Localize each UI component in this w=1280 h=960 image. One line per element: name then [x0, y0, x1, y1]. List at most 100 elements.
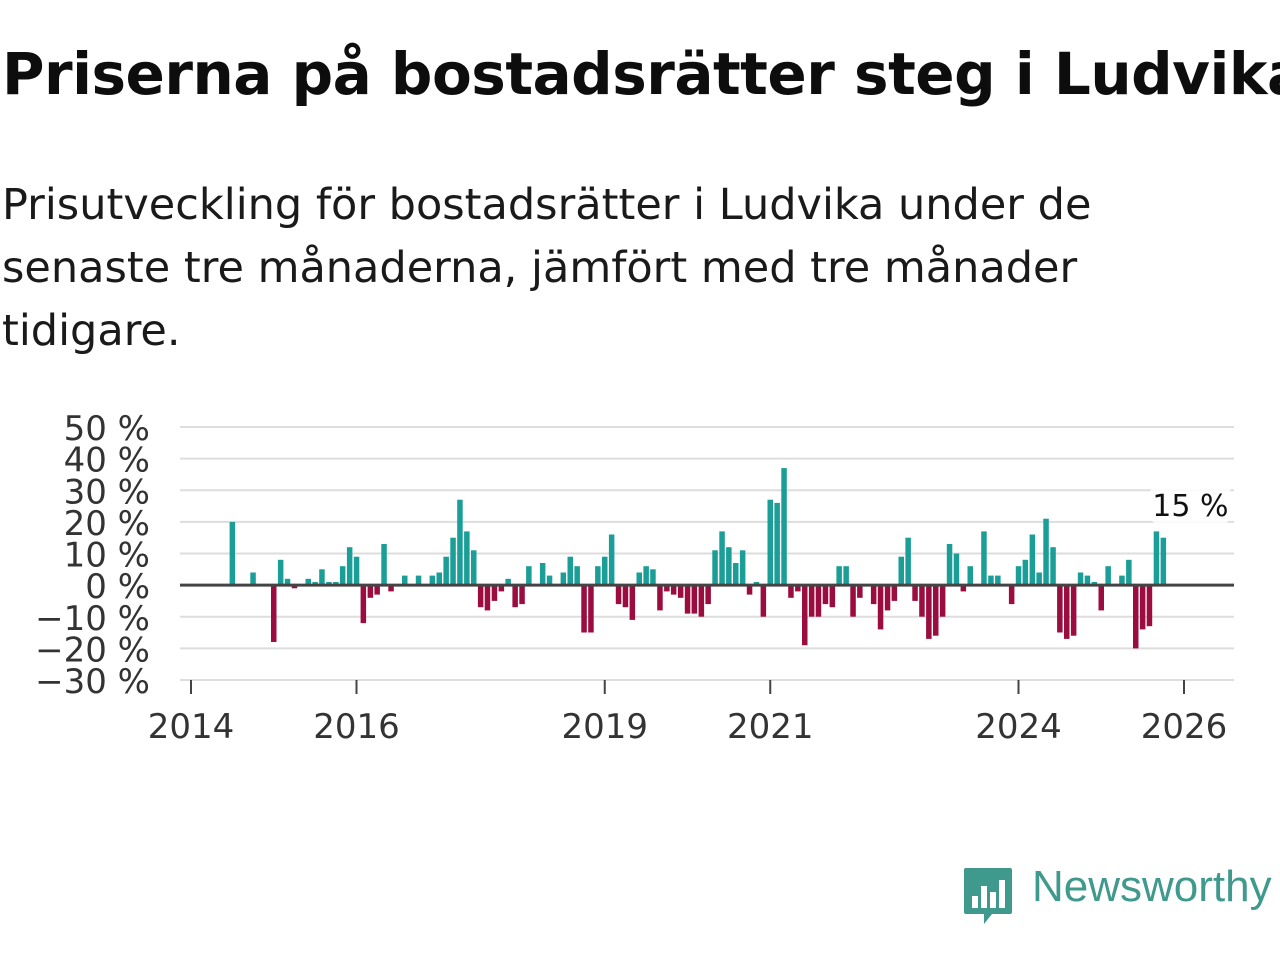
bar	[250, 572, 256, 586]
x-tick-label: 2026	[1141, 707, 1228, 747]
bar	[595, 566, 601, 586]
bar	[898, 556, 904, 586]
bar	[870, 585, 877, 605]
bar	[457, 499, 463, 586]
bar	[891, 585, 898, 601]
bar	[1105, 566, 1111, 586]
bar	[346, 547, 353, 586]
bar	[491, 585, 498, 601]
bar	[733, 563, 739, 586]
bar	[753, 582, 760, 586]
bar	[705, 585, 711, 605]
bar	[850, 585, 856, 617]
bar	[622, 585, 629, 608]
bar	[1084, 575, 1091, 586]
bar	[1119, 575, 1125, 586]
bar	[670, 585, 677, 595]
bar	[691, 585, 698, 614]
bar	[939, 585, 946, 617]
bar	[1064, 585, 1070, 639]
bar	[567, 556, 573, 586]
y-tick-label: 10 %	[64, 536, 150, 576]
bar	[519, 585, 525, 605]
bar	[1057, 585, 1063, 633]
bar	[926, 585, 932, 639]
bar	[1126, 559, 1132, 586]
bar	[719, 531, 725, 586]
bar	[436, 572, 442, 586]
bar	[967, 566, 973, 586]
bar	[933, 585, 939, 636]
annotation-background	[1150, 484, 1231, 524]
bar	[739, 550, 746, 586]
x-tick-label: 2024	[975, 707, 1062, 747]
x-tick-label: 2014	[148, 707, 235, 747]
bar	[312, 582, 318, 586]
bar	[546, 575, 553, 586]
bar	[643, 566, 649, 586]
x-tick-label: 2016	[313, 707, 400, 747]
bar	[539, 563, 546, 586]
bar	[960, 585, 967, 592]
bar	[443, 556, 449, 586]
bar	[843, 566, 849, 586]
bar	[229, 521, 236, 586]
bar	[374, 585, 380, 595]
bar	[471, 550, 477, 586]
bar	[484, 585, 491, 611]
bar	[698, 585, 705, 617]
bar	[857, 585, 863, 598]
bar	[415, 575, 422, 586]
x-axis: 2014 2016 2019 2021 2024 2026	[148, 680, 1228, 747]
bar	[1098, 585, 1104, 611]
bar	[760, 585, 767, 617]
bar	[1091, 582, 1098, 586]
bar	[326, 582, 332, 586]
bar	[615, 585, 622, 605]
brand-name: Newsworthy	[1032, 862, 1272, 911]
bar	[574, 566, 580, 586]
y-tick-label: 0 %	[85, 567, 150, 607]
bar	[450, 537, 456, 586]
bar	[774, 502, 780, 586]
bar	[636, 572, 642, 586]
bar	[712, 550, 718, 586]
bar	[271, 585, 277, 642]
y-tick-label: 20 %	[64, 504, 150, 544]
bar	[1153, 531, 1160, 586]
bar	[677, 585, 684, 598]
price-change-chart: 50 %40 %30 %20 %10 %0 %−10 %−20 %−30 % 2…	[35, 409, 1234, 747]
bar	[602, 556, 608, 586]
bar	[381, 544, 387, 586]
bar	[1139, 585, 1146, 630]
annotation-label: 15 %	[1152, 489, 1228, 524]
bar	[726, 547, 732, 586]
annotation: 15 %	[1150, 484, 1231, 524]
bar	[1029, 534, 1036, 586]
bar	[1160, 537, 1167, 586]
bar	[822, 585, 829, 605]
bar	[360, 585, 367, 624]
bar	[781, 468, 787, 586]
bar	[919, 585, 925, 617]
grid-lines	[180, 426, 1234, 681]
y-axis-labels: 50 %40 %30 %20 %10 %0 %−10 %−20 %−30 %	[35, 409, 150, 702]
bar	[464, 531, 470, 586]
bar	[808, 585, 815, 617]
bar	[291, 585, 298, 589]
bar	[1036, 572, 1042, 586]
bar	[995, 575, 1001, 586]
bar	[905, 537, 911, 586]
bar	[884, 585, 891, 611]
bar	[1022, 559, 1029, 586]
page-title: Priserna på bostadsrätter steg i Ludvika	[2, 40, 1280, 108]
bar	[388, 585, 394, 592]
bar	[953, 553, 960, 586]
newsworthy-logo: Newsworthy	[962, 862, 1278, 930]
bar	[339, 566, 346, 586]
bar	[1015, 566, 1022, 586]
bar	[277, 559, 284, 586]
bar	[353, 556, 360, 586]
bar	[795, 585, 801, 592]
bar	[1043, 518, 1049, 586]
